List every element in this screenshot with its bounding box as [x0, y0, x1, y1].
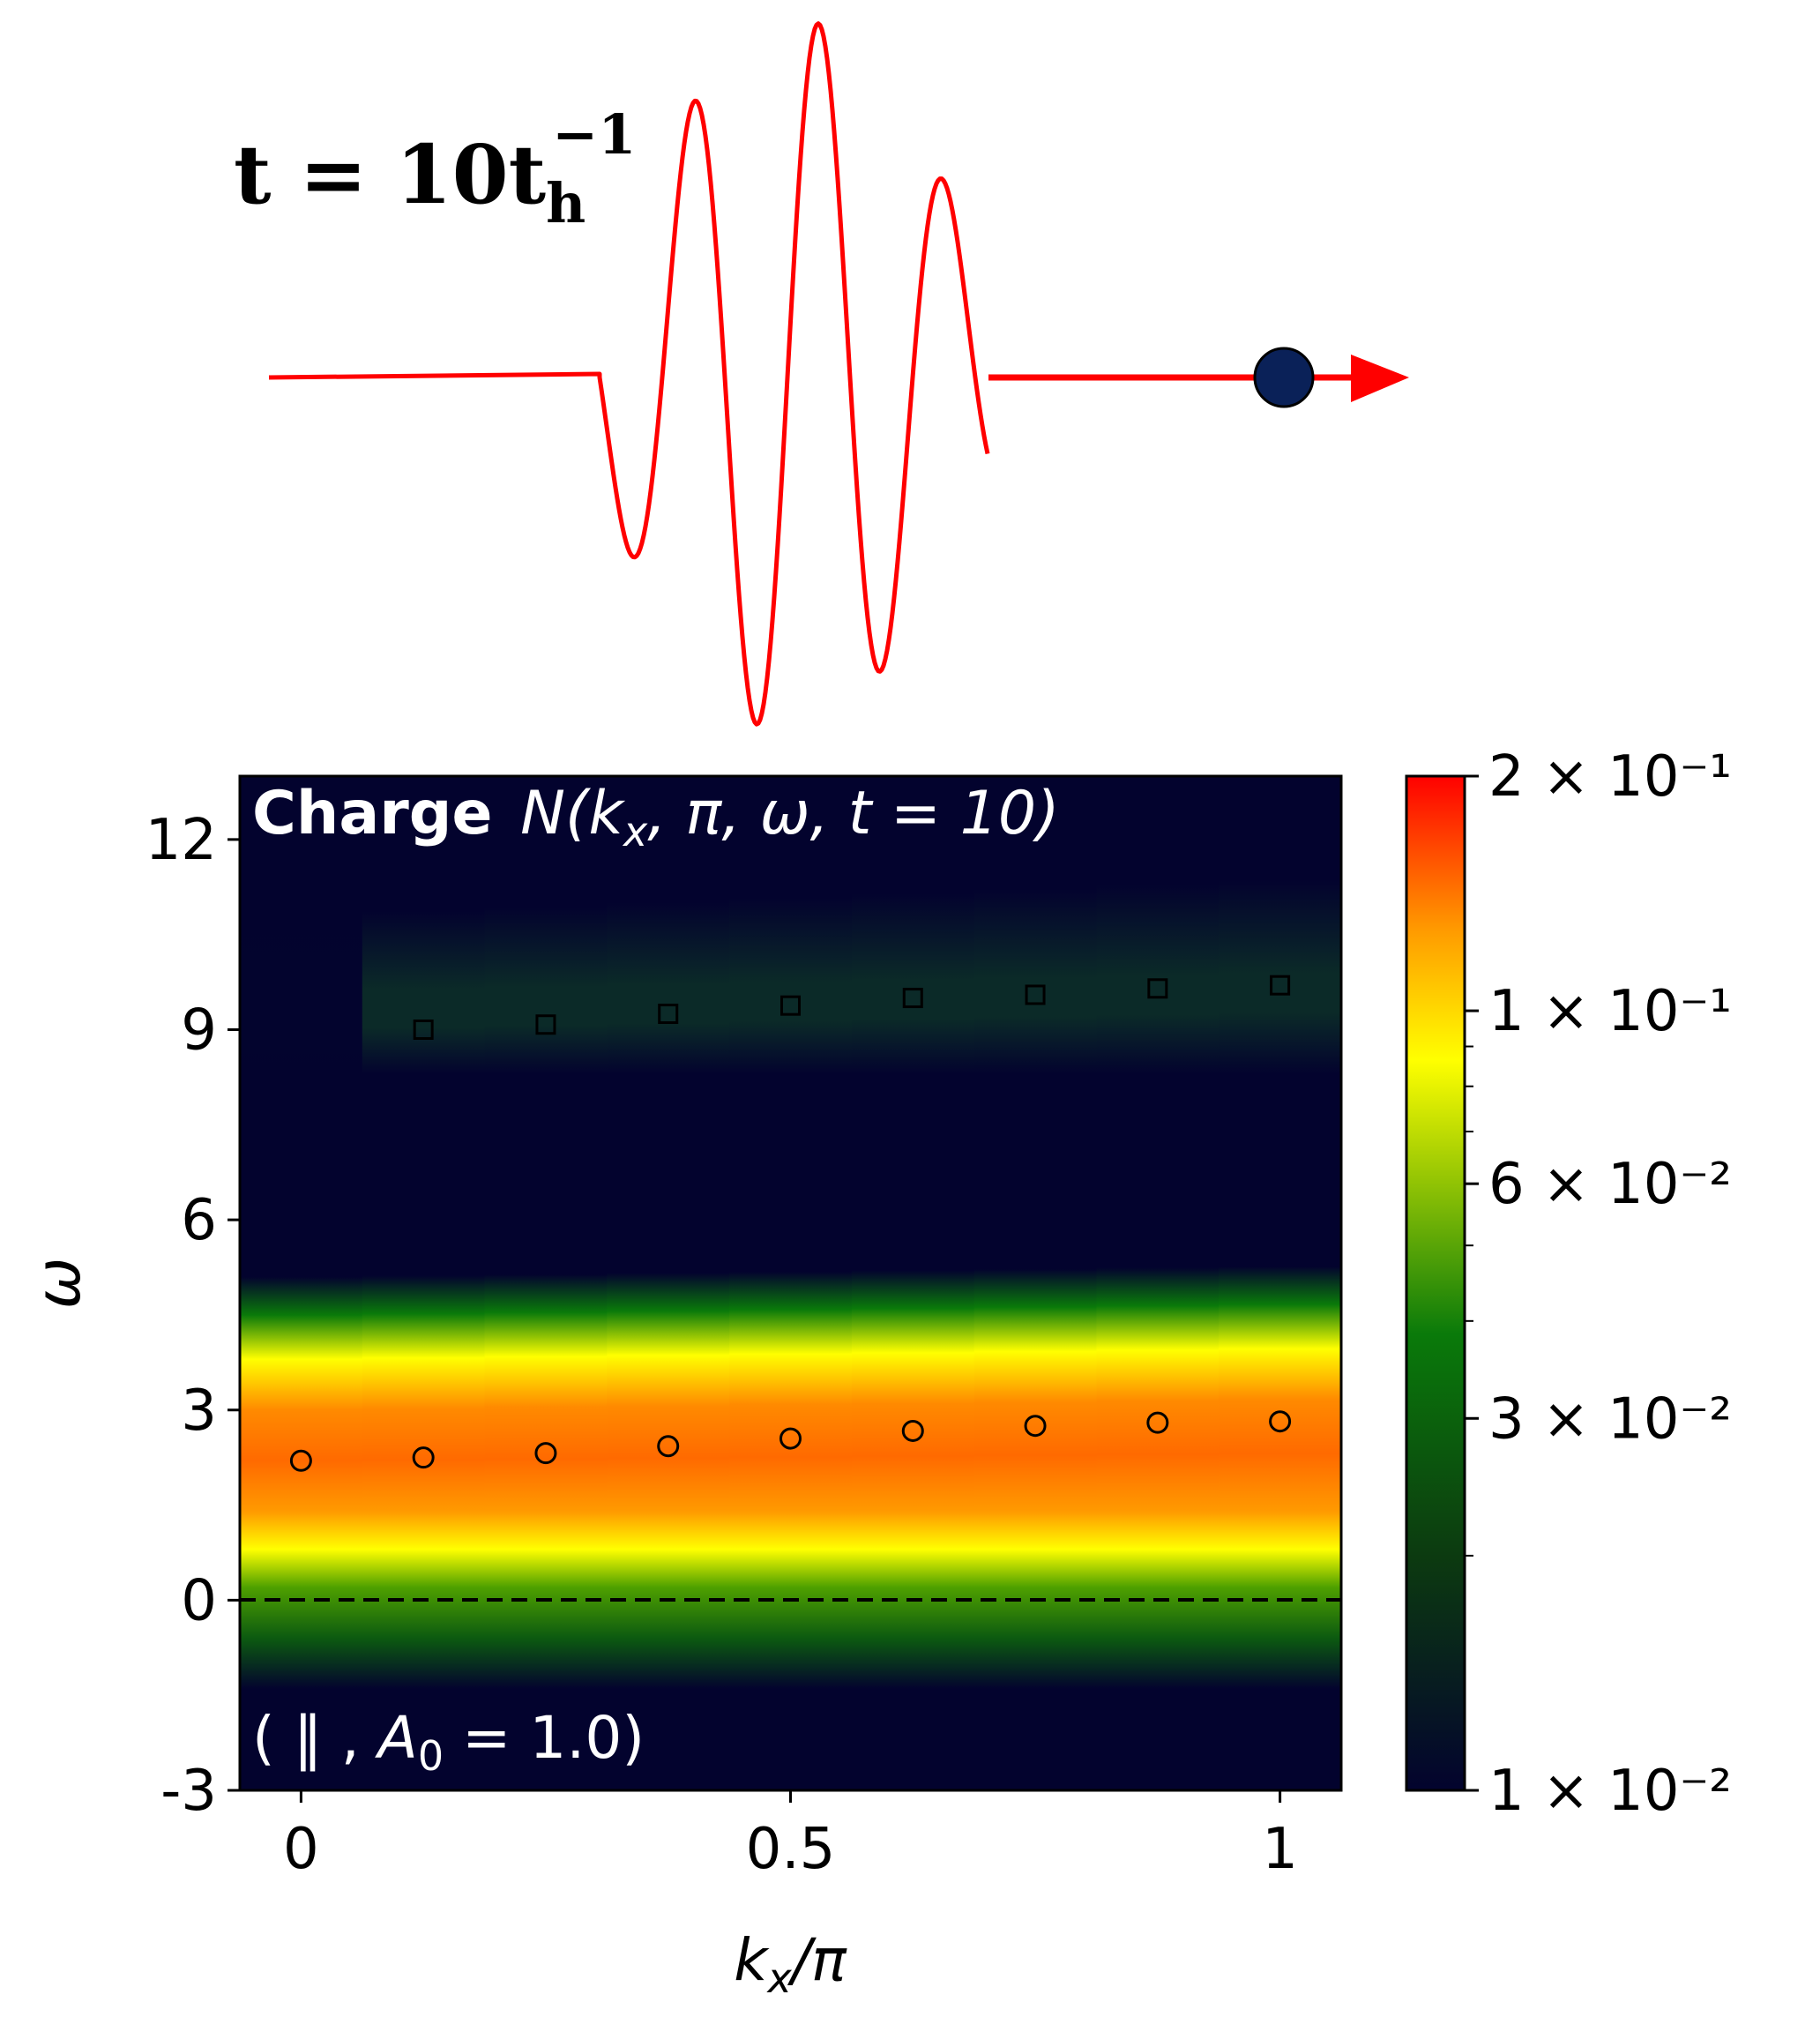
y-tick-label: 9 [181, 998, 217, 1064]
marker-series [289, 975, 1292, 1472]
heatmap-column [1096, 776, 1220, 1790]
square-marker [1270, 975, 1291, 996]
colorbar-tick-label: 3 × 10⁻² [1488, 1386, 1732, 1452]
square-marker [413, 1020, 434, 1040]
colorbar-ticks: 2 × 10⁻¹ 1 × 10⁻¹ 6 × 10⁻² 3 × 10⁻² 1 × 10⁻² [1465, 744, 1732, 1824]
heatmap-column [607, 776, 731, 1790]
square-marker [658, 1004, 679, 1025]
time-label: t = 10th−1 [234, 102, 636, 235]
square-marker [780, 995, 801, 1016]
colorbar-tick-label: 6 × 10⁻² [1488, 1152, 1732, 1217]
heatmap-panel: Charge N(kx, π, ω, t = 10) ( ‖ , A0 = 1.… [22, 774, 1343, 2002]
circle-marker [779, 1427, 802, 1450]
pulse-schematic: t = 10th−1 [234, 21, 1409, 727]
particle-dot [1253, 347, 1315, 408]
y-tick-label: -3 [160, 1759, 217, 1824]
heatmap-column [973, 776, 1098, 1790]
heatmap-column [729, 776, 853, 1790]
x-tick-label: 0 [283, 1817, 319, 1882]
circle-marker [534, 1442, 557, 1465]
circle-marker [1024, 1415, 1047, 1438]
square-marker [1147, 978, 1168, 999]
colorbar-tick-label: 1 × 10⁻¹ [1488, 979, 1732, 1044]
square-marker [1025, 984, 1046, 1005]
square-marker [535, 1014, 556, 1035]
circle-marker [901, 1419, 924, 1442]
y-axis-label: ω [22, 1258, 94, 1310]
heatmap-column [362, 776, 486, 1790]
heatmap-column [240, 776, 363, 1790]
circle-marker [657, 1435, 680, 1458]
circle-marker [1146, 1411, 1169, 1434]
x-tick-label: 0.5 [746, 1817, 836, 1882]
time-label-base: t = 10t [234, 127, 547, 222]
colorbar-gradient [1405, 774, 1466, 1792]
square-marker [902, 988, 923, 1009]
x-axis-ticks: 0 0.5 1 [283, 1790, 1298, 1882]
circle-marker [289, 1449, 312, 1472]
x-tick-label: 1 [1262, 1817, 1298, 1882]
heatmap-column [1219, 776, 1341, 1790]
colorbar: 2 × 10⁻¹ 1 × 10⁻¹ 6 × 10⁻² 3 × 10⁻² 1 × 10⁻² [1405, 744, 1732, 1824]
y-axis-ticks: -3 0 3 6 9 12 [145, 808, 240, 1824]
plot-annotation: ( ‖ , A0 = 1.0) [252, 1704, 645, 1780]
circle-marker [1269, 1410, 1292, 1433]
circle-marker [412, 1446, 435, 1469]
heatmap-column [851, 776, 975, 1790]
y-tick-label: 6 [181, 1188, 217, 1253]
plot-title-prefix: Charge [252, 779, 493, 848]
pulse-waveform [268, 21, 990, 727]
heatmap-columns [240, 776, 1341, 1790]
plot-title-math: N(kx, π, ω, t = 10) [520, 779, 1060, 855]
colorbar-tick-label: 2 × 10⁻¹ [1488, 744, 1732, 810]
pulse-arrowhead [1351, 355, 1409, 402]
x-axis-label: kx/π [734, 1926, 847, 2002]
y-tick-label: 12 [145, 808, 217, 873]
y-tick-label: 0 [181, 1568, 217, 1633]
time-label-superscript: −1 [552, 102, 636, 167]
time-label-subscript: h [546, 171, 586, 235]
heatmap-column [484, 776, 608, 1790]
plot-title: Charge N(kx, π, ω, t = 10) [252, 779, 1060, 855]
y-tick-label: 3 [181, 1378, 217, 1444]
colorbar-tick-label: 1 × 10⁻² [1488, 1759, 1732, 1824]
